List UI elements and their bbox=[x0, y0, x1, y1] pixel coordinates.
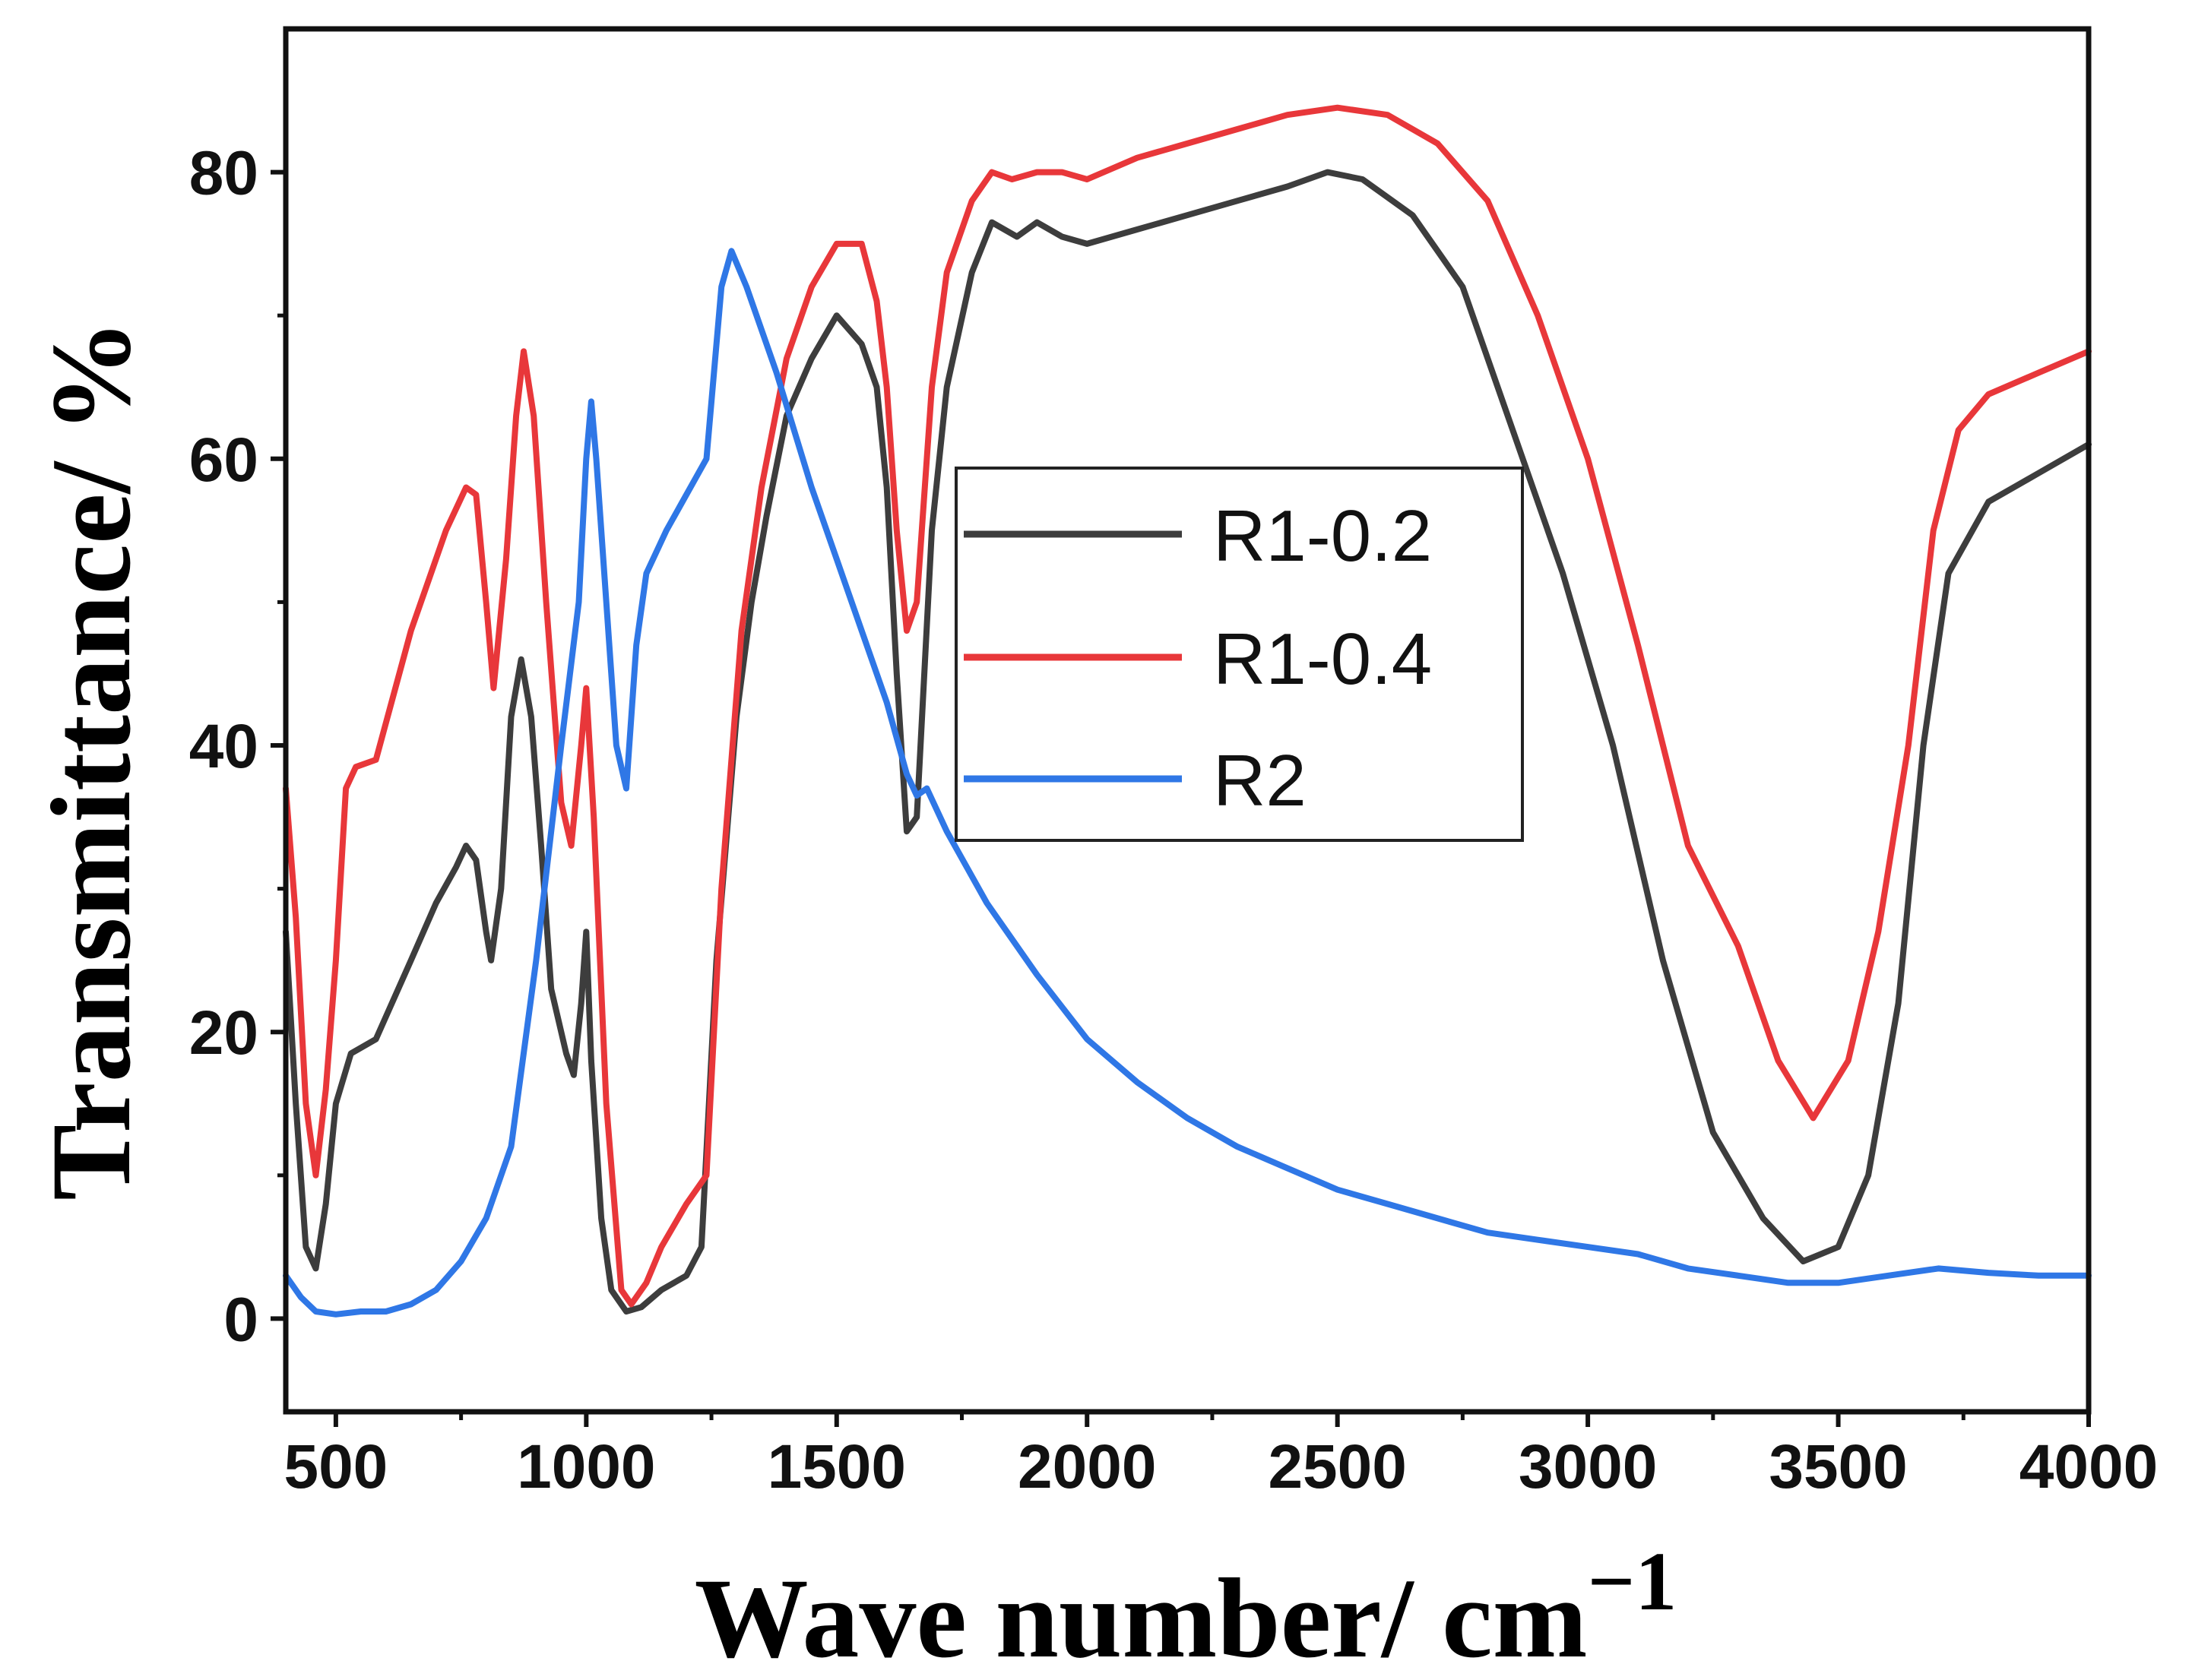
x-axis-title-text: Wave number/ cm bbox=[695, 1555, 1588, 1680]
legend-label-r1-0-4: R1-0.4 bbox=[1213, 619, 1432, 700]
x-tick-label-2000: 2000 bbox=[1018, 1432, 1156, 1501]
legend: R1-0.2 R1-0.4 R2 bbox=[955, 467, 1524, 842]
tick-labels: 500 1000 1500 2000 2500 3000 3500 4000 0 20 40 60 80 bbox=[189, 139, 2158, 1501]
series-lines bbox=[283, 104, 2092, 1318]
legend-label-r2: R2 bbox=[1213, 740, 1307, 821]
x-tick-label-1500: 1500 bbox=[768, 1432, 906, 1501]
x-tick-label-3500: 3500 bbox=[1769, 1432, 1907, 1501]
x-tick-label-500: 500 bbox=[284, 1432, 388, 1501]
series-line-r2 bbox=[283, 248, 2092, 1318]
y-axis-title: Transmittance/ % bbox=[28, 319, 154, 1201]
y-tick-label-20: 20 bbox=[189, 998, 258, 1068]
legend-label-r1-0-2: R1-0.2 bbox=[1213, 495, 1432, 577]
x-axis-title: Wave number/ cm−1 bbox=[695, 1535, 1677, 1680]
series-line-r1-0-2 bbox=[283, 169, 2092, 1315]
plot-frame bbox=[283, 26, 2092, 1415]
y-tick-label-80: 80 bbox=[189, 139, 258, 208]
x-tick-label-4000: 4000 bbox=[2019, 1432, 2158, 1501]
series-line-r1-0-4 bbox=[283, 104, 2092, 1308]
x-tick-label-1000: 1000 bbox=[517, 1432, 655, 1501]
y-tick-label-60: 60 bbox=[189, 426, 258, 495]
x-axis-title-superscript: −1 bbox=[1588, 1535, 1677, 1628]
x-tick-label-3000: 3000 bbox=[1519, 1432, 1657, 1501]
y-tick-label-40: 40 bbox=[189, 712, 258, 781]
y-tick-label-0: 0 bbox=[223, 1285, 258, 1354]
x-tick-label-2500: 2500 bbox=[1268, 1432, 1406, 1501]
